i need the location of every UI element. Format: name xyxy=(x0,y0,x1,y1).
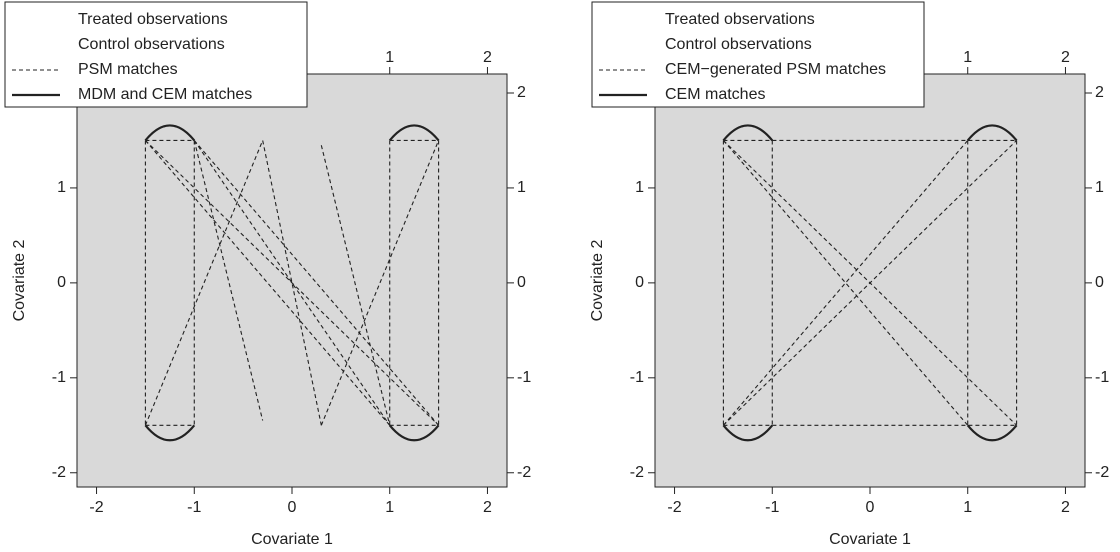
x-tick-label: -1 xyxy=(765,499,779,516)
matched-arc xyxy=(722,124,774,142)
y2-tick-label: 0 xyxy=(1095,274,1104,291)
legend-label: MDM and CEM matches xyxy=(78,86,252,103)
psm-match xyxy=(320,140,440,426)
legend-label: CEM matches xyxy=(665,86,765,103)
y2-tick-label: -1 xyxy=(1095,369,1109,386)
y-tick-label: -1 xyxy=(52,369,66,386)
x-tick-label: 0 xyxy=(288,499,297,516)
y2-tick-label: -2 xyxy=(517,464,531,481)
y-tick-label: -2 xyxy=(52,464,66,481)
x-axis-title: Covariate 1 xyxy=(251,531,333,548)
x-tick-label: 1 xyxy=(963,499,972,516)
x-tick-label: 0 xyxy=(866,499,875,516)
x-tick-label: 1 xyxy=(385,499,394,516)
matched-arc xyxy=(388,124,440,142)
legend-label: PSM matches xyxy=(78,61,178,78)
legend-label: Treated observations xyxy=(665,11,815,28)
plot-area xyxy=(654,73,1086,488)
psm-match xyxy=(145,140,439,426)
y2-tick-label: 1 xyxy=(1095,179,1104,196)
psm-match xyxy=(193,140,264,421)
y-tick-label: 1 xyxy=(635,179,644,196)
legend-box xyxy=(591,1,925,108)
y-tick-label: 0 xyxy=(635,274,644,291)
legend-box xyxy=(4,1,308,108)
y-tick-label: 1 xyxy=(57,179,66,196)
y-tick-label: -2 xyxy=(630,464,644,481)
y-tick-label: 0 xyxy=(57,274,66,291)
matched-arc xyxy=(722,424,774,442)
matched-arc xyxy=(388,424,440,442)
x-tick-label: 2 xyxy=(1061,499,1070,516)
matched-arc xyxy=(144,424,196,442)
psm-match xyxy=(144,140,264,426)
matched-arc xyxy=(144,124,196,142)
x-tick-label: -1 xyxy=(187,499,201,516)
matched-arc xyxy=(966,124,1018,142)
y2-tick-label: 1 xyxy=(517,179,526,196)
y2-tick-label: -2 xyxy=(1095,464,1109,481)
x-tick-label: 2 xyxy=(483,499,492,516)
psm-match xyxy=(723,140,1017,426)
x-tick-label: -2 xyxy=(667,499,681,516)
legend-label: CEM−generated PSM matches xyxy=(665,61,886,78)
psm-match xyxy=(193,140,391,426)
legend-label: Treated observations xyxy=(78,11,228,28)
x-axis-title: Covariate 1 xyxy=(829,531,911,548)
y2-tick-label: 2 xyxy=(1095,84,1104,101)
y2-tick-label: 2 xyxy=(517,84,526,101)
y-axis-title: Covariate 2 xyxy=(589,239,606,321)
y-tick-label: -1 xyxy=(630,369,644,386)
legend-label: Control observations xyxy=(665,36,812,53)
y2-tick-label: -1 xyxy=(517,369,531,386)
x2-tick-label: 2 xyxy=(483,49,492,66)
matched-arc xyxy=(966,424,1018,442)
y2-tick-label: 0 xyxy=(517,274,526,291)
psm-match xyxy=(320,145,391,426)
x2-tick-label: 2 xyxy=(1061,49,1070,66)
x-tick-label: -2 xyxy=(89,499,103,516)
x2-tick-label: 1 xyxy=(385,49,394,66)
legend-label: Control observations xyxy=(78,36,225,53)
y-axis-title: Covariate 2 xyxy=(11,239,28,321)
x2-tick-label: 1 xyxy=(963,49,972,66)
